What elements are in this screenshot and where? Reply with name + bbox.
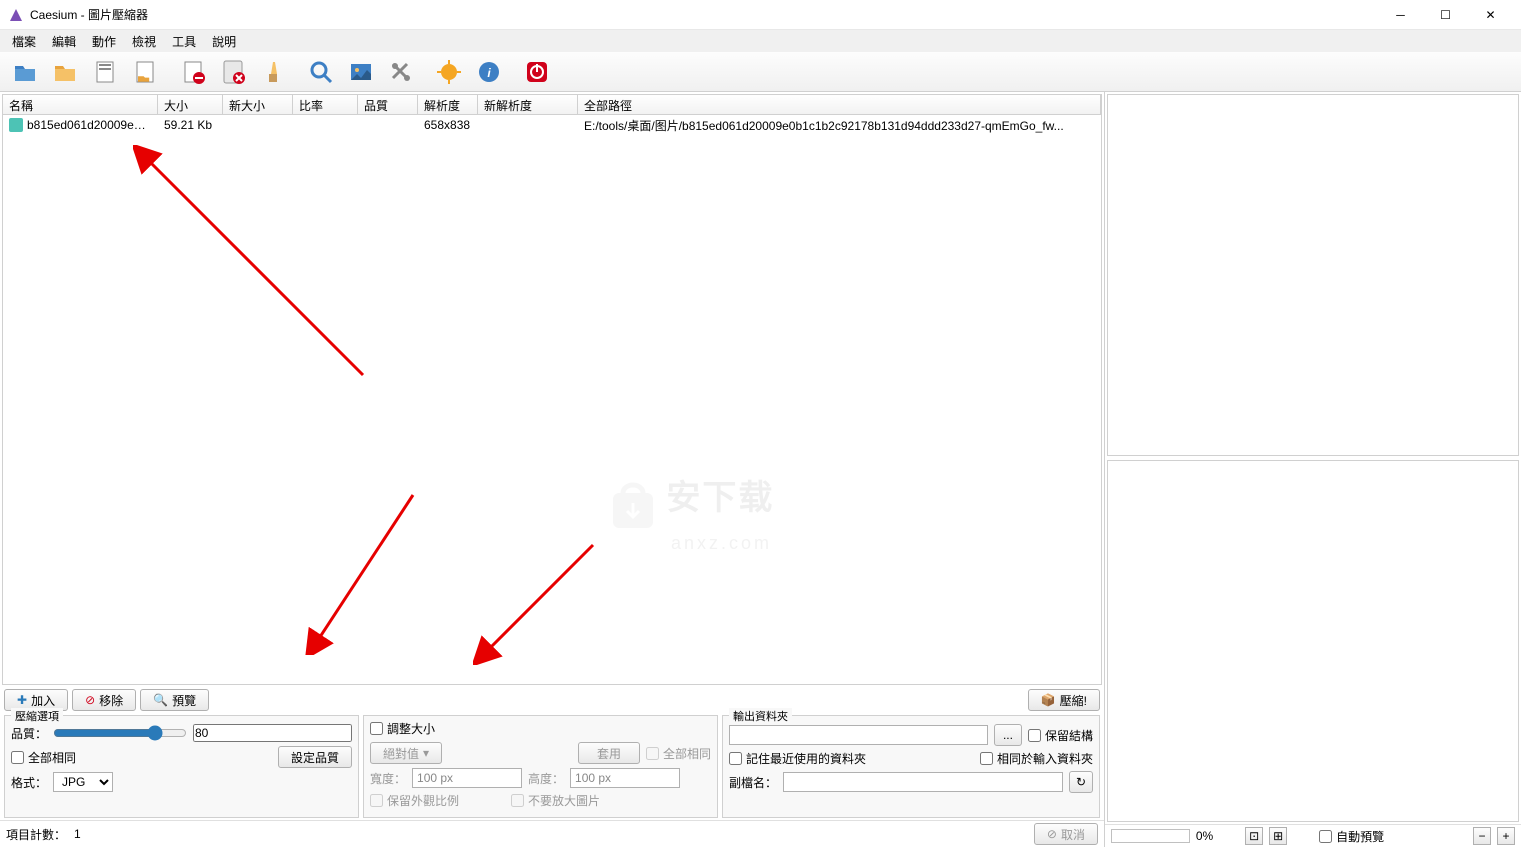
cancel-button[interactable]: ⊘取消 bbox=[1034, 823, 1098, 845]
col-ratio[interactable]: 比率 bbox=[293, 95, 358, 114]
cell-ratio bbox=[293, 123, 358, 127]
item-count-value: 1 bbox=[74, 827, 81, 841]
width-input[interactable] bbox=[412, 768, 522, 788]
info-icon[interactable]: i bbox=[470, 55, 508, 89]
cell-newres bbox=[478, 123, 578, 127]
toolbar: i bbox=[0, 52, 1521, 92]
delete-all-icon[interactable] bbox=[214, 55, 252, 89]
close-button[interactable]: ✕ bbox=[1468, 0, 1513, 30]
save-icon[interactable] bbox=[86, 55, 124, 89]
quality-slider[interactable] bbox=[53, 725, 187, 741]
keep-structure-checkbox[interactable]: 保留結構 bbox=[1028, 727, 1093, 744]
col-path[interactable]: 全部路徑 bbox=[578, 95, 1101, 114]
compress-button[interactable]: 📦壓縮! bbox=[1028, 689, 1100, 711]
remove-button[interactable]: ⊘移除 bbox=[72, 689, 136, 711]
output-panel-title: 輸出資料夾 bbox=[729, 708, 792, 724]
minimize-button[interactable]: ─ bbox=[1378, 0, 1423, 30]
resize-mode-select[interactable]: 絕對值 ▾ bbox=[370, 742, 442, 764]
col-size[interactable]: 大小 bbox=[158, 95, 223, 114]
cell-size: 59.21 Kb bbox=[158, 116, 223, 134]
resize-enable-checkbox[interactable]: 調整大小 bbox=[370, 720, 435, 737]
remember-folder-checkbox[interactable]: 記住最近使用的資料夾 bbox=[729, 750, 866, 767]
format-select[interactable]: JPG bbox=[53, 772, 113, 792]
set-quality-button[interactable]: 設定品質 bbox=[278, 746, 352, 768]
panel-max-icon[interactable]: + bbox=[1497, 827, 1515, 845]
update-icon[interactable] bbox=[430, 55, 468, 89]
table-header: 名稱 大小 新大小 比率 品質 解析度 新解析度 全部路徑 bbox=[3, 95, 1101, 115]
panel-min-icon[interactable]: − bbox=[1473, 827, 1491, 845]
cell-name: b815ed061d20009e0b... bbox=[27, 118, 157, 132]
all-same-checkbox[interactable]: 全部相同 bbox=[11, 749, 76, 766]
cell-quality bbox=[358, 123, 418, 127]
zoom-fit-icon[interactable]: ⊡ bbox=[1245, 827, 1263, 845]
power-icon[interactable] bbox=[518, 55, 556, 89]
menu-help[interactable]: 說明 bbox=[204, 31, 244, 52]
menu-action[interactable]: 動作 bbox=[84, 31, 124, 52]
remove-icon[interactable] bbox=[174, 55, 212, 89]
cell-res: 658x838 bbox=[418, 116, 478, 134]
no-enlarge-checkbox[interactable]: 不要放大圖片 bbox=[511, 792, 600, 809]
cell-path: E:/tools/桌面/图片/b815ed061d20009e0b1c1b2c9… bbox=[578, 115, 1101, 136]
zoom-actual-icon[interactable]: ⊞ bbox=[1269, 827, 1287, 845]
table-row[interactable]: b815ed061d20009e0b... 59.21 Kb 658x838 E… bbox=[3, 115, 1101, 135]
window-title: Caesium - 圖片壓縮器 bbox=[30, 6, 1378, 23]
resize-panel: 調整大小 絕對值 ▾ 套用 全部相同 寬度： 高度： 保留外觀比例 bbox=[363, 715, 718, 818]
height-label: 高度： bbox=[528, 770, 564, 787]
progress-bar bbox=[1111, 829, 1190, 843]
preview-pane: 0% ⊡ ⊞ 自動預覽 − + bbox=[1105, 92, 1521, 847]
col-res[interactable]: 解析度 bbox=[418, 95, 478, 114]
app-icon bbox=[8, 7, 24, 23]
preview-button[interactable]: 🔍預覽 bbox=[140, 689, 209, 711]
output-folder-input[interactable] bbox=[729, 725, 988, 745]
browse-button[interactable]: ... bbox=[994, 724, 1022, 746]
quality-value[interactable] bbox=[193, 724, 352, 742]
save-as-icon[interactable] bbox=[126, 55, 164, 89]
same-as-input-checkbox[interactable]: 相同於輸入資料夾 bbox=[980, 750, 1093, 767]
settings-icon[interactable] bbox=[382, 55, 420, 89]
clear-icon[interactable] bbox=[254, 55, 292, 89]
apply-resize-button[interactable]: 套用 bbox=[578, 742, 640, 764]
compress-panel: 壓縮選項 品質： 全部相同 設定品質 格式： JPG bbox=[4, 715, 359, 818]
preview-compressed bbox=[1107, 460, 1519, 822]
item-count-label: 項目計數： bbox=[6, 826, 66, 843]
col-newres[interactable]: 新解析度 bbox=[478, 95, 578, 114]
menu-file[interactable]: 檔案 bbox=[4, 31, 44, 52]
preview-original bbox=[1107, 94, 1519, 456]
open-file-icon[interactable] bbox=[6, 55, 44, 89]
menu-view[interactable]: 檢視 bbox=[124, 31, 164, 52]
titlebar: Caesium - 圖片壓縮器 ─ ☐ ✕ bbox=[0, 0, 1521, 30]
action-row: ✚加入 ⊘移除 🔍預覽 📦壓縮! bbox=[0, 687, 1104, 713]
col-quality[interactable]: 品質 bbox=[358, 95, 418, 114]
zoom-icon[interactable] bbox=[302, 55, 340, 89]
keep-ratio-checkbox[interactable]: 保留外觀比例 bbox=[370, 792, 459, 809]
suffix-label: 副檔名： bbox=[729, 774, 777, 791]
file-table[interactable]: 名稱 大小 新大小 比率 品質 解析度 新解析度 全部路徑 b815ed061d… bbox=[2, 94, 1102, 685]
quality-label: 品質： bbox=[11, 725, 47, 742]
reset-suffix-button[interactable]: ↻ bbox=[1069, 771, 1093, 793]
format-label: 格式： bbox=[11, 774, 47, 791]
resize-all-same-checkbox[interactable]: 全部相同 bbox=[646, 745, 711, 762]
menu-tools[interactable]: 工具 bbox=[164, 31, 204, 52]
col-newsize[interactable]: 新大小 bbox=[223, 95, 293, 114]
cell-newsize bbox=[223, 123, 293, 127]
view-image-icon[interactable] bbox=[342, 55, 380, 89]
status-row: 項目計數： 1 ⊘取消 bbox=[0, 820, 1104, 847]
menubar: 檔案 編輯 動作 檢視 工具 說明 bbox=[0, 30, 1521, 52]
compress-panel-title: 壓縮選項 bbox=[11, 708, 63, 724]
maximize-button[interactable]: ☐ bbox=[1423, 0, 1468, 30]
width-label: 寬度： bbox=[370, 770, 406, 787]
progress-pct: 0% bbox=[1196, 829, 1213, 843]
menu-edit[interactable]: 編輯 bbox=[44, 31, 84, 52]
output-panel: 輸出資料夾 ... 保留結構 記住最近使用的資料夾 相同於輸入資料夾 副檔名： … bbox=[722, 715, 1100, 818]
auto-preview-checkbox[interactable]: 自動預覽 bbox=[1319, 828, 1384, 845]
open-folder-icon[interactable] bbox=[46, 55, 84, 89]
col-name[interactable]: 名稱 bbox=[3, 95, 158, 114]
height-input[interactable] bbox=[570, 768, 680, 788]
file-type-icon bbox=[9, 118, 23, 132]
suffix-input[interactable] bbox=[783, 772, 1063, 792]
